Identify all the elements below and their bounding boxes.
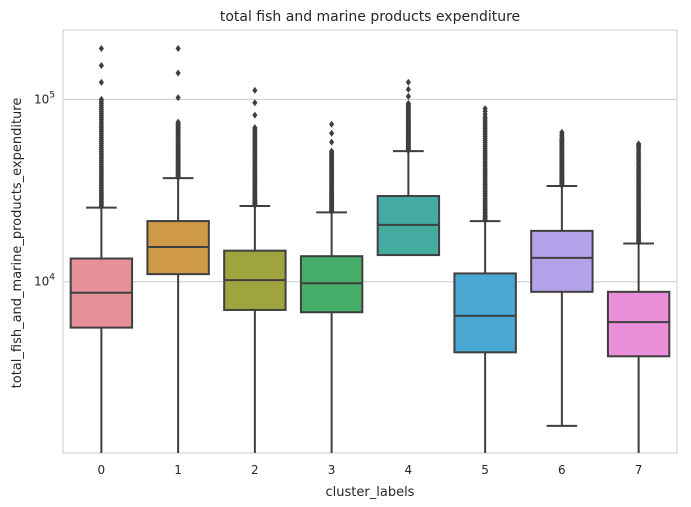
outlier <box>98 45 104 53</box>
outlier <box>175 69 181 77</box>
outlier <box>175 94 181 102</box>
outlier <box>559 128 565 136</box>
y-tick-label: 105 <box>34 90 55 106</box>
box-1 <box>146 45 210 453</box>
outlier <box>175 118 181 126</box>
y-axis-ticks: 104 105 <box>34 90 55 288</box>
outlier <box>98 61 104 69</box>
box-iqr <box>530 229 594 293</box>
box-5 <box>453 105 517 453</box>
boxes-group <box>69 45 671 453</box>
outlier <box>636 140 642 148</box>
x-tick-label: 0 <box>98 463 106 477</box>
y-tick-label: 104 <box>34 273 55 289</box>
outlier <box>252 86 258 94</box>
x-axis-label: cluster_labels <box>326 485 415 500</box>
x-tick-label: 4 <box>405 463 413 477</box>
outlier <box>252 99 258 107</box>
outlier <box>329 138 335 146</box>
outlier <box>175 45 181 53</box>
x-tick-label: 6 <box>558 463 566 477</box>
outlier <box>329 120 335 128</box>
chart-title: total fish and marine products expenditu… <box>220 9 520 25</box>
x-tick-label: 2 <box>251 463 259 477</box>
x-tick-label: 1 <box>174 463 182 477</box>
outlier <box>329 147 335 155</box>
x-tick-label: 5 <box>481 463 489 477</box>
x-tick-label: 3 <box>328 463 336 477</box>
y-axis-label: total_fish_and_marine_products_expenditu… <box>10 98 25 389</box>
x-axis-ticks: 0 1 2 3 4 5 6 7 <box>98 463 643 477</box>
outlier <box>405 99 411 107</box>
outlier <box>329 129 335 137</box>
box-6 <box>530 128 594 427</box>
box-4 <box>376 78 441 257</box>
outlier <box>98 95 104 103</box>
box-3 <box>299 120 364 453</box>
box-iqr <box>606 290 671 358</box>
outlier <box>252 124 258 132</box>
outlier <box>98 78 104 86</box>
box-2 <box>223 86 287 453</box>
box-0 <box>69 45 134 453</box>
outlier <box>405 85 411 93</box>
x-tick-label: 7 <box>635 463 643 477</box>
outlier <box>405 78 411 86</box>
box-7 <box>606 140 671 453</box>
box-iqr <box>453 272 517 354</box>
outlier <box>405 92 411 100</box>
outlier <box>252 111 258 119</box>
outlier <box>482 105 488 113</box>
